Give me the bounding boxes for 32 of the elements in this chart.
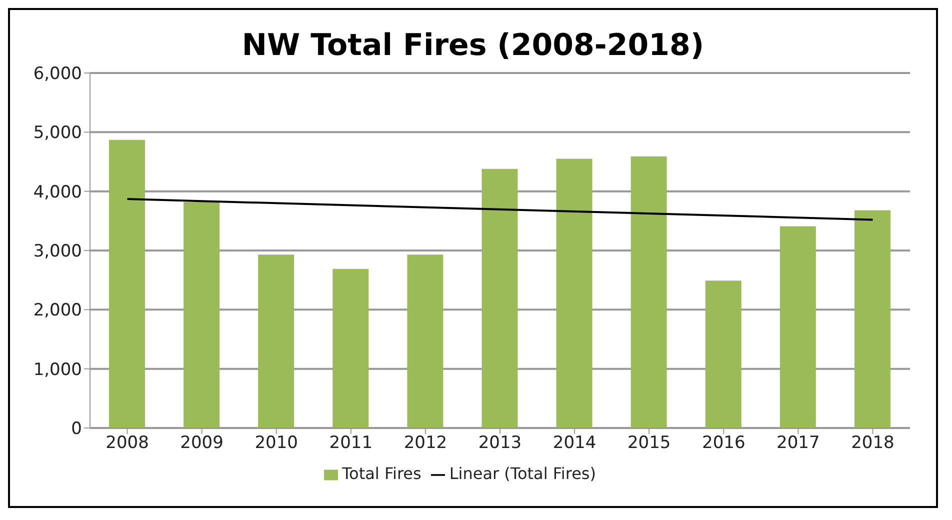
x-tick-label: 2010	[254, 433, 298, 454]
chart-title: NW Total Fires (2008-2018)	[240, 28, 706, 63]
legend-label: Total Fires	[342, 464, 422, 483]
x-tick-label: 2017	[776, 433, 820, 454]
y-tick-label: 4,000	[33, 182, 82, 202]
x-tick-label: 2015	[627, 433, 671, 454]
y-tick-label: 3,000	[33, 242, 82, 262]
bar	[705, 280, 742, 428]
x-tick-label: 2016	[702, 433, 746, 454]
bar	[556, 158, 592, 428]
bar	[780, 226, 816, 428]
bar	[332, 268, 369, 428]
y-tick-label: 1,000	[33, 360, 82, 380]
x-tick-label: 2012	[404, 433, 448, 454]
bar	[854, 210, 890, 428]
bar	[258, 254, 294, 428]
bar	[407, 254, 444, 428]
x-tick-label: 2014	[552, 433, 596, 454]
x-tick-label: 2008	[106, 433, 149, 454]
y-tick-label: 0	[71, 419, 82, 440]
y-tick-label: 5,000	[33, 123, 82, 144]
bar	[109, 140, 145, 428]
x-tick-label: 2011	[329, 433, 373, 454]
x-tick-label: 2013	[478, 433, 522, 454]
bar	[630, 156, 667, 428]
x-tick-label: 2018	[851, 433, 894, 454]
bar	[482, 168, 518, 428]
bar	[184, 202, 220, 428]
x-tick-label: 2009	[180, 433, 224, 454]
legend-label: Linear (Total Fires)	[449, 464, 596, 483]
y-tick-label: 2,000	[33, 300, 82, 321]
y-tick-label: 6,000	[33, 64, 82, 84]
